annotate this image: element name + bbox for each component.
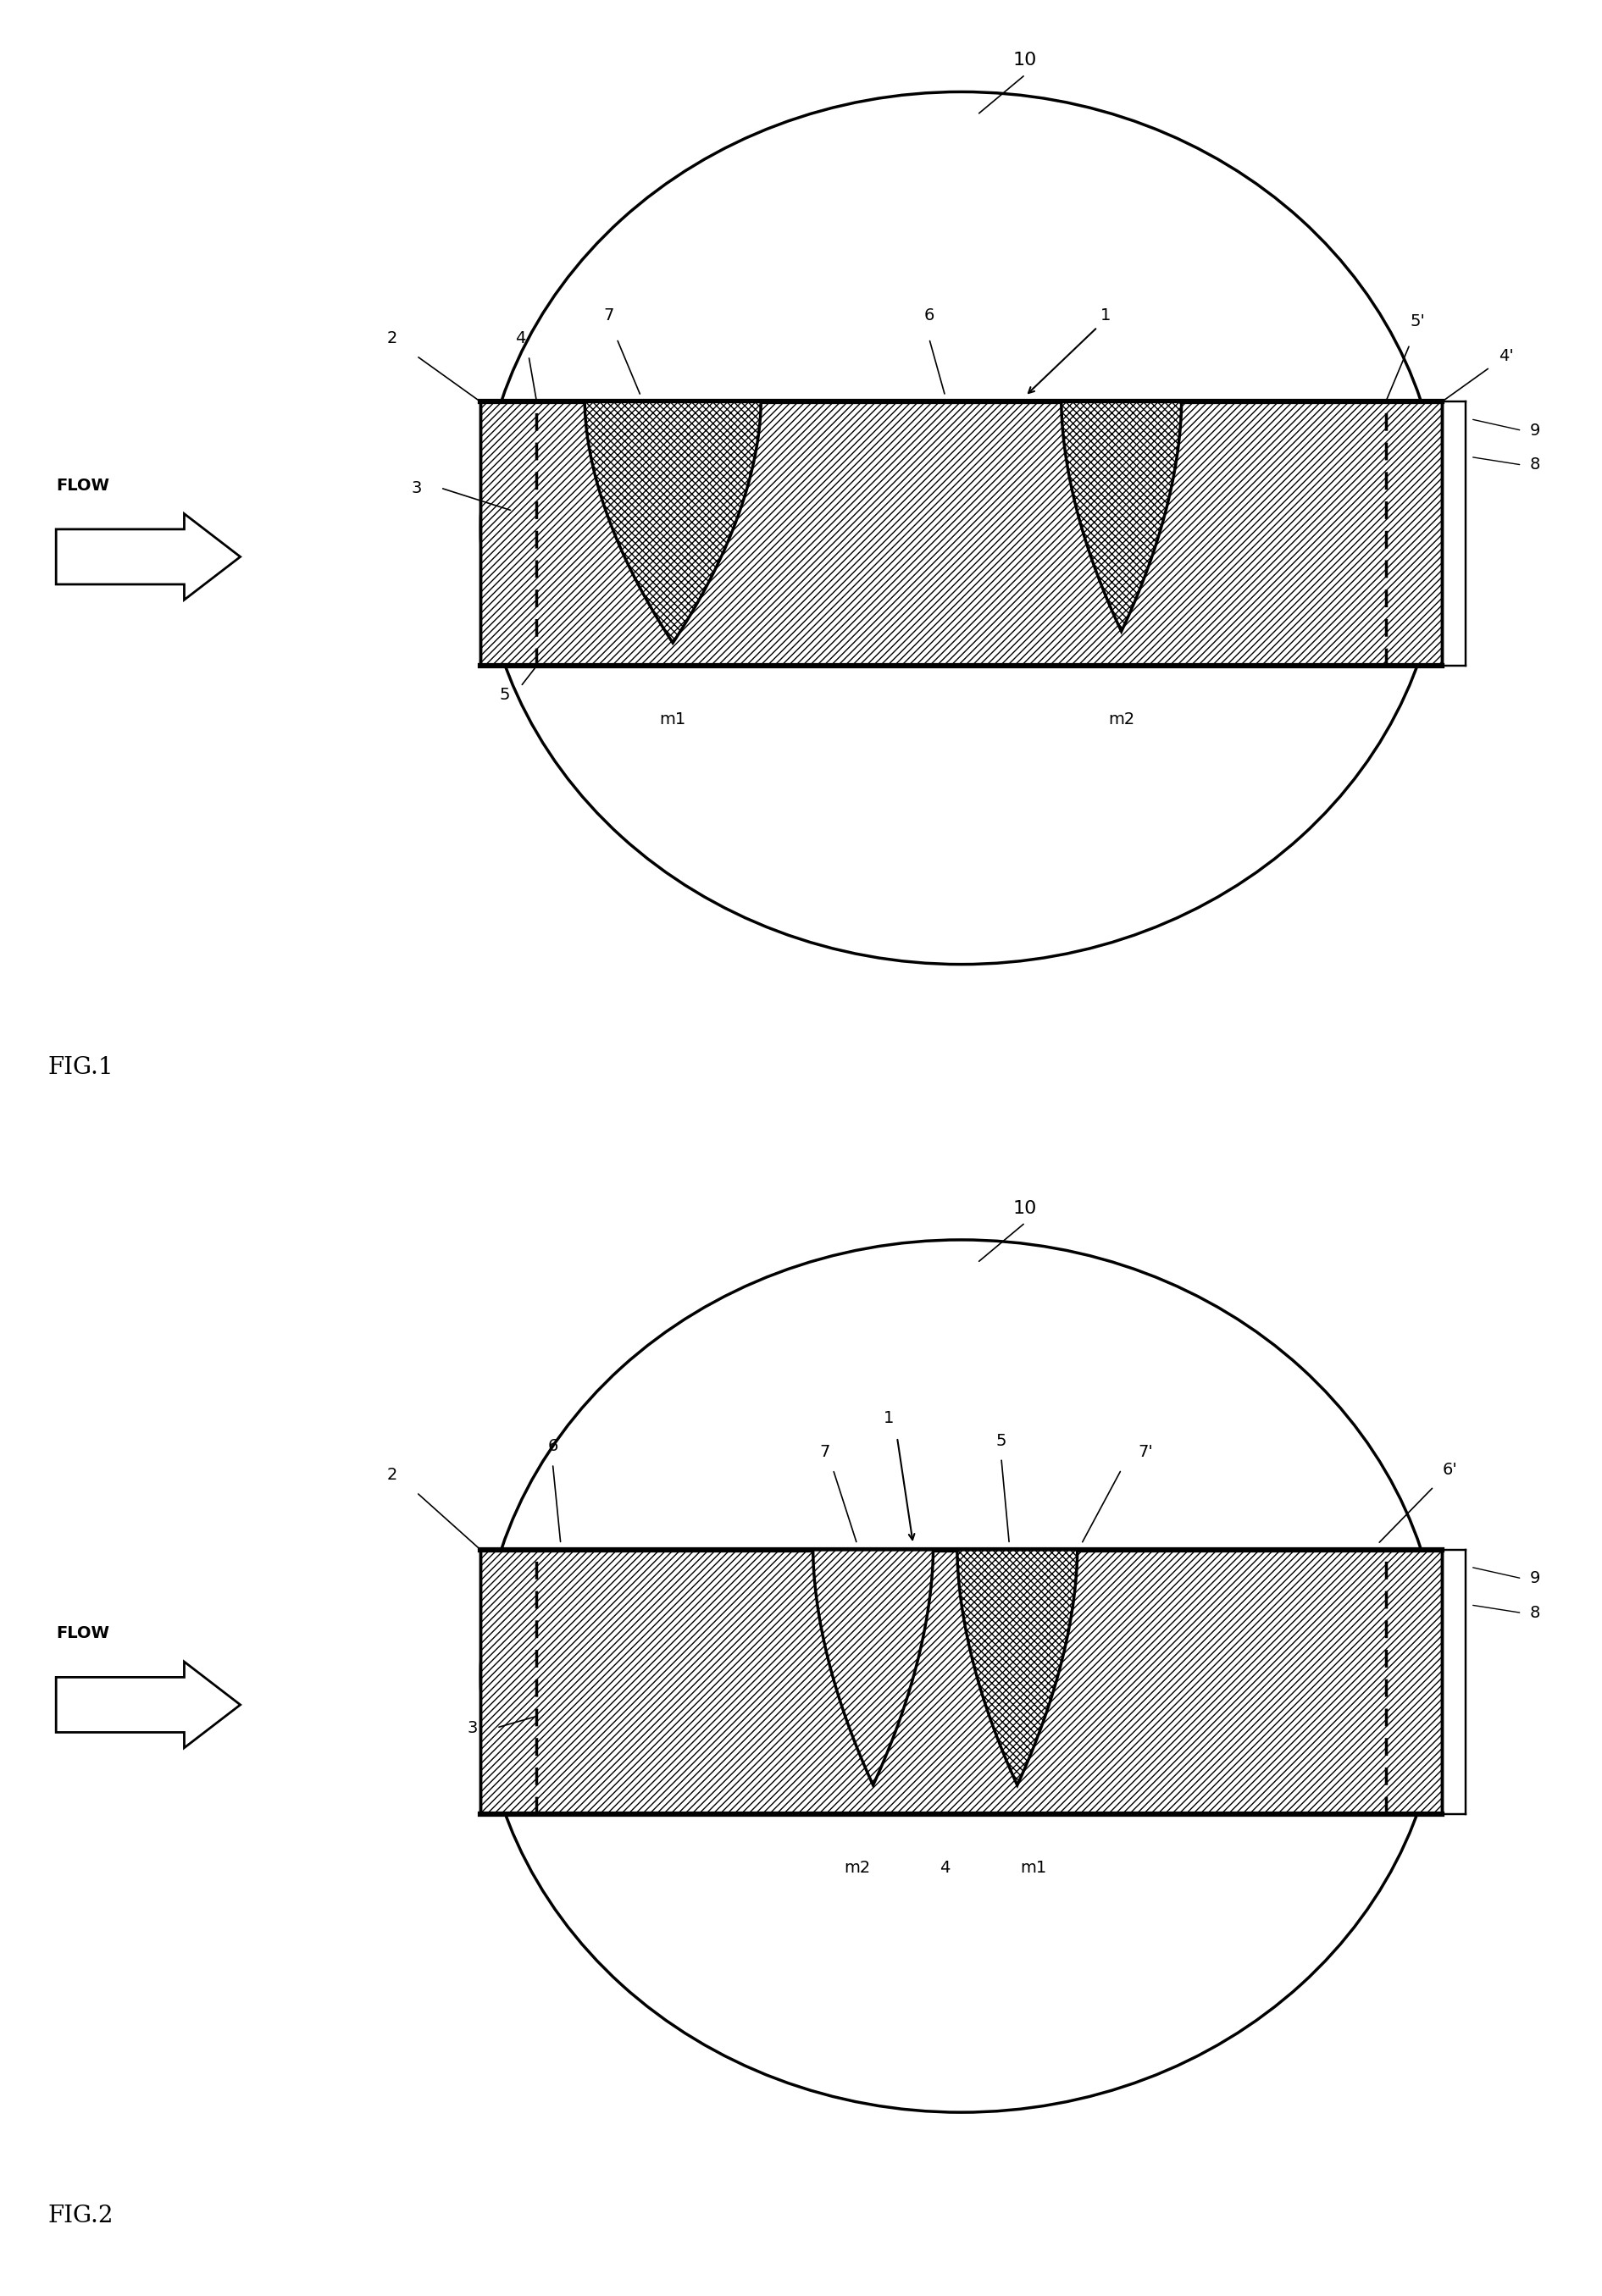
Text: 7: 7	[820, 1444, 830, 1460]
Text: 10: 10	[1012, 53, 1038, 69]
Bar	[481, 402, 1442, 666]
Text: FIG.1: FIG.1	[48, 1056, 114, 1079]
Text: 7': 7'	[1137, 1444, 1153, 1460]
Text: 4: 4	[940, 1860, 950, 1876]
Text: 6: 6	[548, 1437, 557, 1456]
FancyArrow shape	[56, 514, 240, 599]
Text: m1: m1	[660, 712, 686, 728]
Text: 2: 2	[388, 1467, 397, 1483]
Text: m2: m2	[1109, 712, 1134, 728]
Text: 5': 5'	[1410, 312, 1426, 331]
Text: 9: 9	[1530, 1570, 1541, 1587]
Text: 4: 4	[516, 331, 525, 347]
Text: 3: 3	[412, 480, 421, 496]
Text: 5: 5	[500, 687, 509, 703]
Text: FIG.2: FIG.2	[48, 2204, 114, 2227]
Polygon shape	[585, 402, 761, 643]
Bar	[481, 1550, 1442, 1814]
Text: 4': 4'	[1498, 347, 1514, 365]
Text: 5: 5	[996, 1433, 1006, 1449]
Polygon shape	[814, 1550, 932, 1786]
Text: 6: 6	[924, 308, 934, 324]
Text: 1: 1	[884, 1410, 894, 1426]
Text: 8: 8	[1530, 1605, 1541, 1621]
Text: 2: 2	[388, 331, 397, 347]
Polygon shape	[956, 1550, 1077, 1786]
FancyArrow shape	[56, 1662, 240, 1747]
Polygon shape	[1061, 402, 1181, 631]
Text: 3: 3	[468, 1720, 477, 1736]
Text: FLOW: FLOW	[56, 478, 109, 494]
Text: m2: m2	[844, 1860, 870, 1876]
Text: 8: 8	[1530, 457, 1541, 473]
Text: 9: 9	[1530, 422, 1541, 439]
Text: 1: 1	[1101, 308, 1110, 324]
Text: 6': 6'	[1442, 1460, 1458, 1479]
Text: 10: 10	[1012, 1201, 1038, 1217]
Text: m1: m1	[1020, 1860, 1046, 1876]
Text: FLOW: FLOW	[56, 1626, 109, 1642]
Text: 7: 7	[604, 308, 614, 324]
